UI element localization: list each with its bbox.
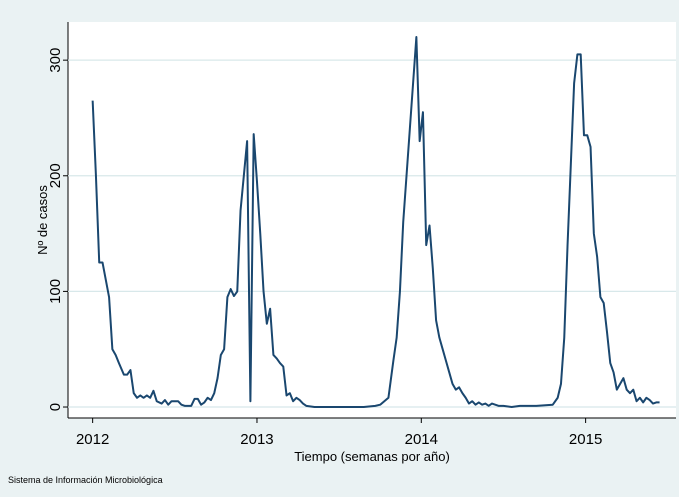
x-tick-label: 2015: [569, 431, 602, 448]
y-tick-label: 0: [47, 403, 64, 411]
note: Sistema de Información Microbiológica: [8, 475, 163, 485]
y-tick-label: 100: [47, 279, 64, 304]
y-axis-label: Nº de casos: [35, 185, 50, 255]
x-axis-label: Tiempo (semanas por año): [294, 449, 450, 464]
x-tick-label: 2012: [76, 431, 109, 448]
y-tick-label: 300: [47, 48, 64, 73]
x-tick-label: 2014: [405, 431, 438, 448]
x-tick-label: 2013: [240, 431, 273, 448]
line: [91, 36, 660, 409]
y-tick-label: 200: [47, 163, 64, 188]
plot-area: [68, 22, 676, 418]
